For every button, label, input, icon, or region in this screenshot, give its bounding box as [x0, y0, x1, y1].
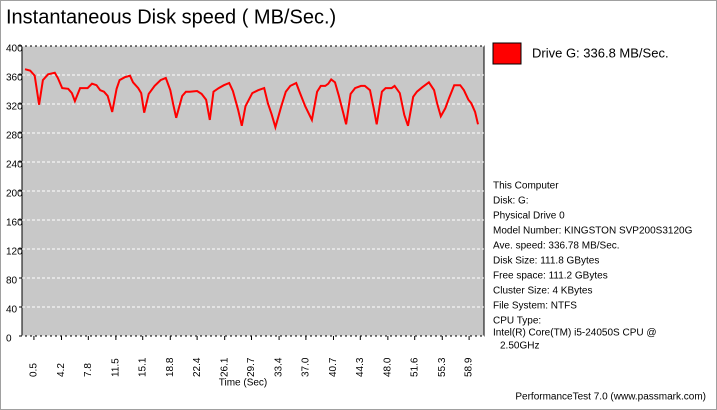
- info-line: Disk: G:: [493, 196, 529, 207]
- info-line: Ave. speed: 336.78 MB/Sec.: [493, 241, 620, 252]
- y-tick-label: 280: [6, 131, 23, 142]
- y-tick-label: 320: [6, 102, 23, 113]
- x-tick-label: 4.2: [56, 363, 67, 377]
- info-line: Cluster Size: 4 KBytes: [493, 286, 592, 297]
- x-tick-label: 7.8: [83, 363, 94, 377]
- data-line: [24, 68, 479, 131]
- y-tick-label: 200: [6, 189, 23, 200]
- y-tick-label: 80: [6, 276, 18, 287]
- info-line: Physical Drive 0: [493, 211, 565, 222]
- y-tick-label: 120: [6, 247, 23, 258]
- y-tick-label: 240: [6, 160, 23, 171]
- x-tick-label: 48.0: [383, 357, 394, 377]
- x-tick-label: 33.4: [274, 357, 285, 377]
- y-tick-label: 0: [6, 334, 12, 345]
- x-tick-label: 51.6: [409, 357, 420, 377]
- x-tick-label: 0.5: [29, 363, 40, 377]
- x-tick-label: 18.8: [165, 357, 176, 377]
- x-tick-label: 11.5: [111, 358, 122, 377]
- y-tick-label: 40: [6, 305, 18, 316]
- x-axis-title: Time (Sec): [219, 378, 268, 389]
- x-tick-label: 58.9: [464, 357, 475, 377]
- info-line: Model Number: KINGSTON SVP200S3120G: [493, 226, 693, 237]
- legend-label: Drive G: 336.8 MB/Sec.: [532, 45, 669, 60]
- y-tick-label: 400: [6, 44, 23, 55]
- info-line: File System: NTFS: [493, 301, 577, 312]
- legend-swatch: [492, 42, 522, 65]
- info-line: Free space: 111.2 GBytes: [493, 271, 608, 282]
- info-line: 2.50GHz: [500, 341, 539, 352]
- footer: PerformanceTest 7.0 (www.passmark.com): [515, 392, 706, 403]
- x-tick-label: 29.7: [246, 357, 257, 377]
- y-tick-label: 160: [6, 218, 23, 229]
- x-tick-label: 26.1: [219, 357, 230, 377]
- y-tick-label: 360: [6, 73, 23, 84]
- x-tick-label: 44.3: [355, 357, 366, 377]
- chart-title: Instantaneous Disk speed ( MB/Sec.): [6, 6, 336, 28]
- info-line: Intel(R) Core(TM) i5-24050S CPU @: [493, 328, 657, 339]
- x-tick-label: 15.1: [137, 357, 148, 377]
- x-tick-label: 22.4: [192, 357, 203, 377]
- info-line: CPU Type:: [493, 316, 541, 327]
- info-line: Disk Size: 111.8 GBytes: [493, 256, 599, 267]
- x-tick-label: 40.7: [328, 357, 339, 377]
- x-tick-label: 37.0: [301, 357, 312, 377]
- x-tick-label: 55.3: [437, 357, 448, 377]
- info-line: This Computer: [493, 181, 559, 192]
